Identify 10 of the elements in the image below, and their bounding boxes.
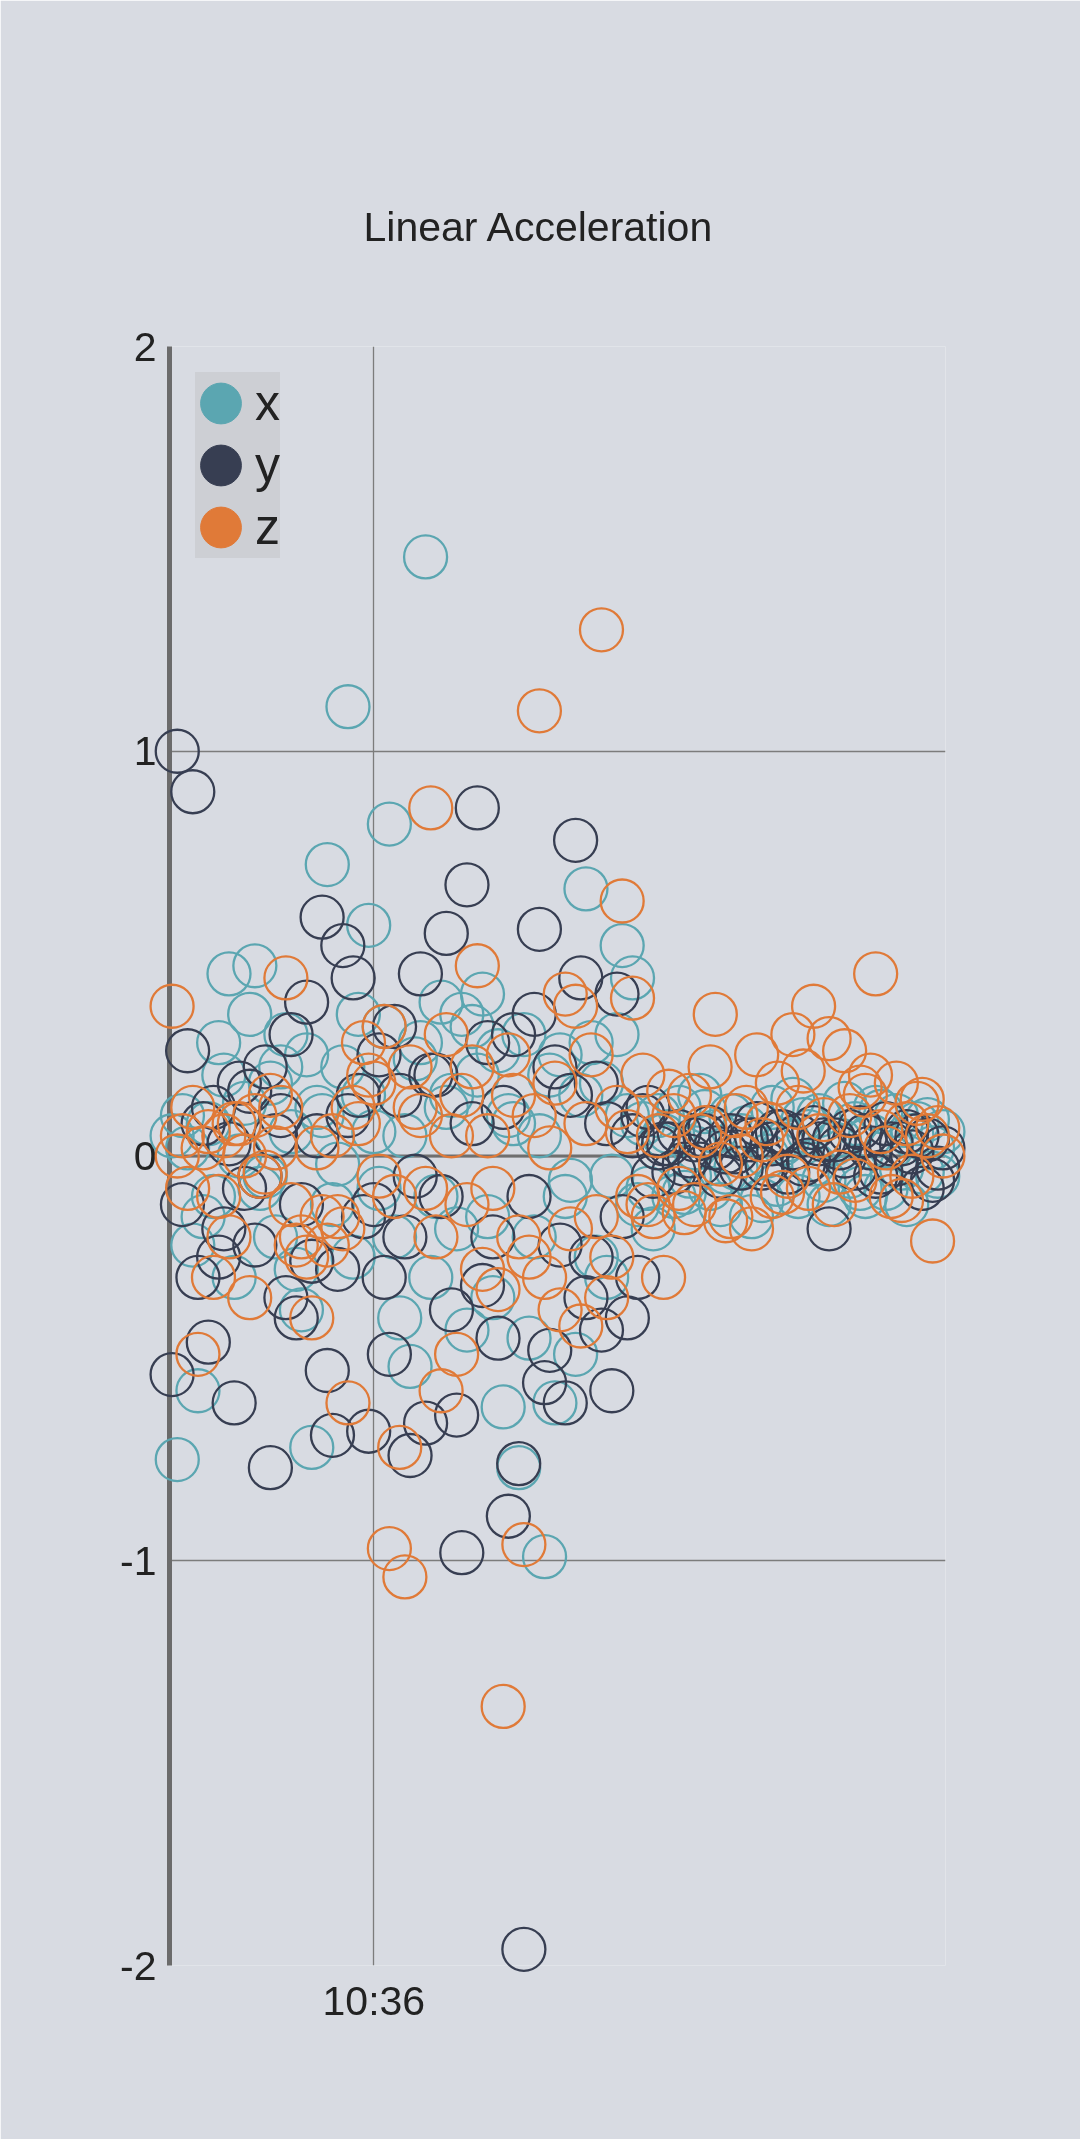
legend-label: x: [255, 374, 280, 432]
legend-label: y: [255, 436, 280, 494]
legend-label: z: [255, 498, 280, 556]
y-tick-label: 1: [133, 728, 157, 775]
y-tick-label: -1: [120, 1537, 157, 1584]
y-tick-label: 2: [133, 323, 157, 370]
y-tick-label: 0: [133, 1133, 157, 1179]
chart-title: Linear Acceleration: [363, 203, 713, 250]
x-tick-label: 10:36: [322, 1977, 426, 2024]
y-tick-label: -2: [120, 1942, 157, 1989]
